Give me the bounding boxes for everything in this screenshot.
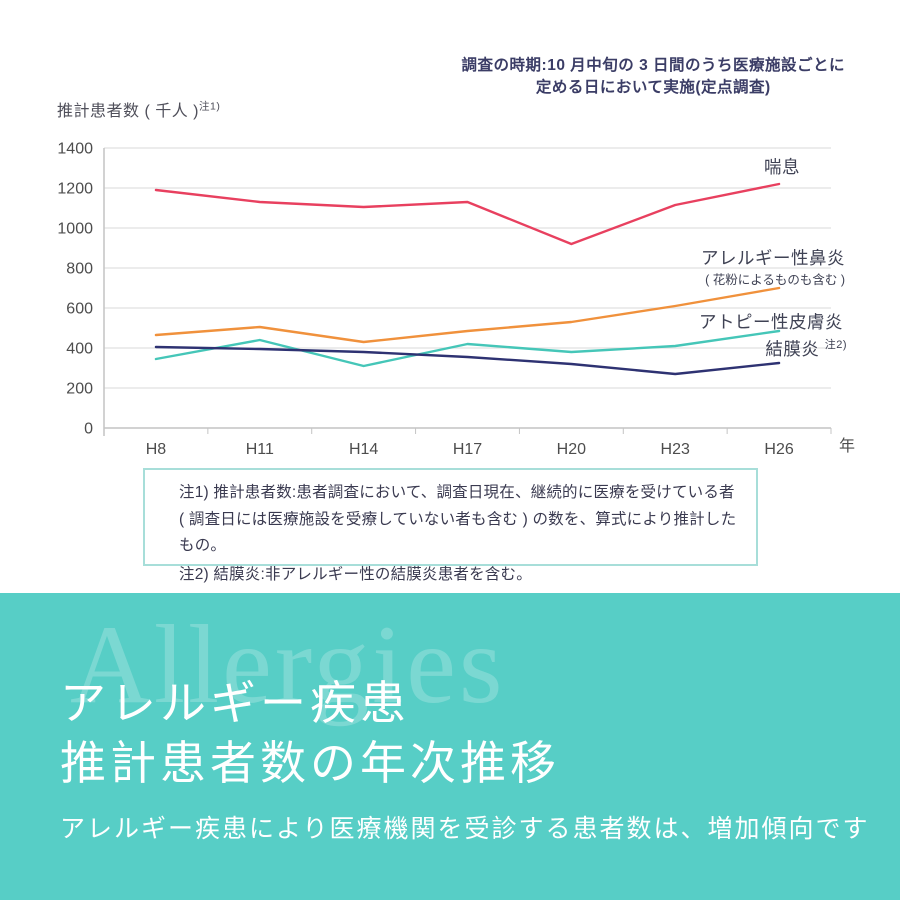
series-label-atopic: アトピー性皮膚炎 bbox=[699, 312, 843, 332]
note-1-line1: 注1) 推計患者数:患者調査において、調査日現在、継続的に医療を受けている者 bbox=[179, 484, 735, 501]
series-line-0 bbox=[154, 182, 781, 246]
series-label-rhinitis-text: アレルギー性鼻炎 bbox=[701, 248, 845, 268]
y-tick-label: 1000 bbox=[57, 221, 93, 238]
notes-box: 注1) 推計患者数:患者調査において、調査日現在、継続的に医療を受けている者 (… bbox=[143, 468, 758, 583]
y-tick-label: 400 bbox=[66, 341, 93, 358]
series-line-3 bbox=[154, 345, 781, 376]
x-tick-label: H17 bbox=[453, 441, 482, 458]
series-label-rhinitis-sub: ( 花粉によるものも含む ) bbox=[705, 273, 845, 287]
y-tick-label: 800 bbox=[66, 261, 93, 278]
x-tick-label: H8 bbox=[146, 441, 167, 458]
banner-title-line2: 推計患者数の年次推移 bbox=[60, 738, 560, 789]
banner-subtitle: アレルギー疾患により医療機関を受診する患者数は、増加傾向です bbox=[60, 816, 870, 843]
series-label-conjunctivitis-note: 注2) bbox=[824, 339, 847, 351]
x-axis-unit-label: 年 bbox=[839, 438, 856, 455]
survey-period-line1: 調査の時期:10 月中旬の 3 日間のうち医療施設ごとに bbox=[461, 57, 845, 74]
series-line-1 bbox=[154, 286, 781, 344]
y-axis-title-note: 注1) bbox=[199, 100, 221, 113]
series-label-asthma: 喘息 bbox=[764, 157, 800, 177]
x-tick-label: H20 bbox=[557, 441, 586, 458]
survey-period-line2: 定める日において実施(定点調査) bbox=[535, 79, 771, 96]
survey-period-note: 調査の時期:10 月中旬の 3 日間のうち医療施設ごとに 定める日において実施(… bbox=[462, 55, 845, 99]
x-tick-label: H11 bbox=[246, 441, 274, 458]
y-tick-label: 1200 bbox=[57, 181, 93, 198]
series-label-conjunctivitis-text: 結膜炎 bbox=[765, 338, 820, 359]
note-1-line2: ( 調査日には医療施設を受療していない者も含む ) の数を、算式により推計したも… bbox=[179, 510, 737, 555]
y-axis-title-text: 推計患者数 ( 千人 ) bbox=[57, 103, 199, 120]
series-label-rhinitis: アレルギー性鼻炎 ( 花粉によるものも含む ) bbox=[701, 249, 845, 290]
x-tick-label: H26 bbox=[764, 441, 793, 458]
y-tick-label: 1400 bbox=[57, 141, 93, 158]
banner: Allergies アレルギー疾患 推計患者数の年次推移 アレルギー疾患により医… bbox=[0, 593, 900, 900]
note-2: 注2) 結膜炎:非アレルギー性の結膜炎患者を含む。 bbox=[179, 565, 532, 583]
y-tick-label: 0 bbox=[84, 421, 93, 438]
y-axis-title: 推計患者数 ( 千人 )注1) bbox=[57, 97, 220, 121]
banner-watermark: Allergies bbox=[70, 603, 506, 727]
y-tick-label: 200 bbox=[66, 381, 93, 398]
y-tick-label: 600 bbox=[66, 301, 93, 318]
series-line-2 bbox=[154, 329, 781, 368]
x-tick-label: H14 bbox=[349, 441, 378, 458]
line-chart: 0 200 400 600 800 1000 1200 1400 H8 H11 H14 H17 H20 H… bbox=[57, 141, 832, 458]
x-tick-label: H23 bbox=[661, 441, 690, 458]
series-label-conjunctivitis: 結膜炎 注2) bbox=[765, 336, 847, 359]
banner-title-line1: アレルギー疾患 bbox=[60, 678, 410, 729]
